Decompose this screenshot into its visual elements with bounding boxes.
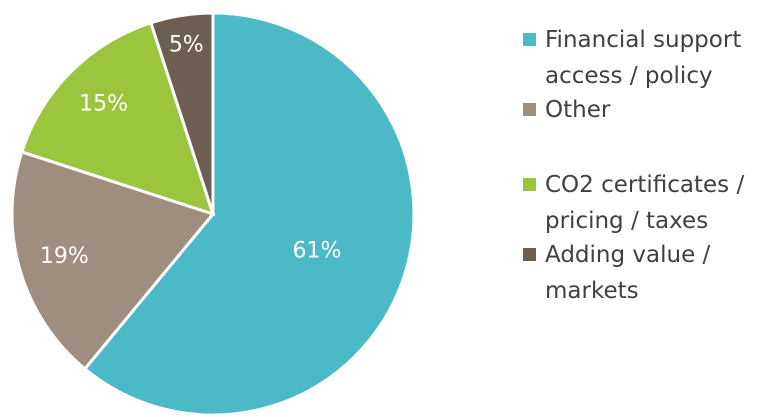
slice-label: 19% [40, 244, 89, 269]
slice-label: 61% [293, 238, 342, 263]
pie-slice [10, 149, 216, 371]
pie-slice [82, 11, 416, 417]
pie-slice [148, 11, 215, 215]
legend-item: Other [523, 92, 753, 128]
slice-label: 5% [169, 32, 204, 57]
legend-label: CO2 certificates / pricing / taxes [545, 172, 745, 234]
legend-swatch [523, 33, 536, 46]
legend-label: Financial support access / policy [545, 27, 742, 89]
pie-chart: 61% 19% 15% 5% [10, 11, 416, 417]
legend-label: Other [545, 97, 611, 123]
legend-item: CO2 certificates / pricing / taxes [523, 167, 753, 239]
slice-label: 15% [79, 92, 128, 117]
legend-item: Adding value / markets [523, 237, 753, 309]
legend-swatch [523, 248, 536, 261]
legend-item: Financial support access / policy [523, 22, 753, 94]
legend-swatch [523, 178, 536, 191]
legend-label: Adding value / markets [545, 242, 711, 304]
legend-swatch [523, 103, 536, 116]
